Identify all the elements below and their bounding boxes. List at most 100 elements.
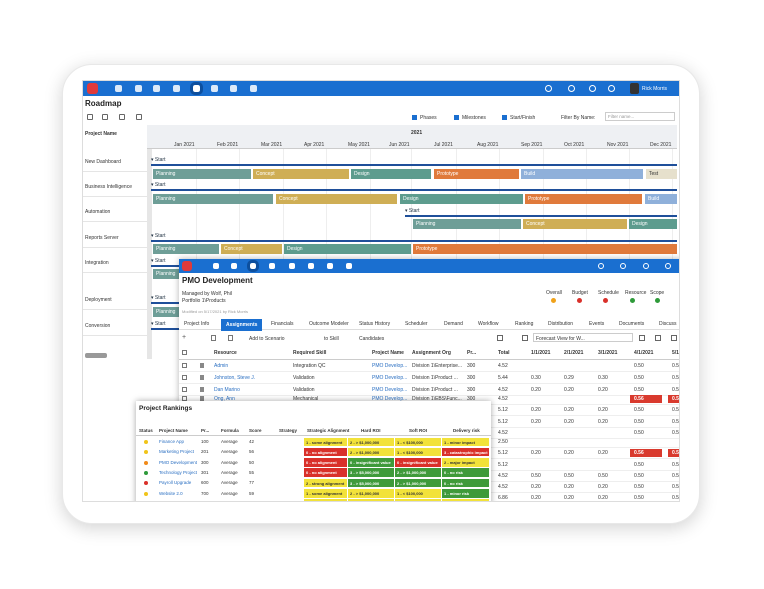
status-dot <box>577 298 582 303</box>
project-link[interactable]: PMO Development <box>159 459 198 465</box>
status-dot <box>144 460 148 465</box>
top-bar <box>83 81 679 96</box>
tab[interactable]: Documents <box>619 321 645 327</box>
tab[interactable]: Status History <box>359 321 391 327</box>
nav-icon[interactable] <box>231 263 237 269</box>
nav-icon[interactable] <box>665 263 671 269</box>
month-cell: 0.20 <box>564 387 574 393</box>
cell: Admin <box>214 363 229 369</box>
tab[interactable]: Ranking <box>515 321 534 327</box>
tool-icon[interactable] <box>102 114 108 120</box>
project-link[interactable]: Technology Project <box>159 469 198 475</box>
tool-icon[interactable] <box>522 335 528 341</box>
nav-icon[interactable] <box>269 263 275 269</box>
toolbar-item[interactable]: Candidates <box>359 336 385 342</box>
tool-icon[interactable] <box>136 114 142 120</box>
checkbox[interactable] <box>454 115 459 120</box>
rating-cell: 2 - major impact <box>442 458 489 467</box>
cell: 55 <box>249 469 255 475</box>
tool-icon[interactable] <box>639 335 645 341</box>
tab[interactable]: Outcome Modeler <box>309 321 349 327</box>
indicator-label: Budget <box>572 290 588 296</box>
row-line <box>491 470 679 471</box>
checkbox[interactable] <box>502 115 507 120</box>
nav-icon[interactable] <box>568 85 575 92</box>
tool-icon[interactable] <box>87 114 93 120</box>
checkbox[interactable] <box>182 387 187 392</box>
nav-icon[interactable] <box>190 82 203 95</box>
cell: 300 <box>467 375 476 381</box>
project-link[interactable]: Marketing Project <box>159 449 195 455</box>
nav-icon[interactable] <box>620 263 626 269</box>
nav-icon[interactable] <box>247 260 259 272</box>
tool-icon[interactable] <box>671 335 677 341</box>
checkbox[interactable] <box>182 350 187 355</box>
nav-icon[interactable] <box>153 85 160 92</box>
column-header: Project Name <box>159 428 188 433</box>
tab[interactable]: Distribution <box>548 321 574 327</box>
tool-icon[interactable] <box>497 335 503 341</box>
nav-icon[interactable] <box>346 263 352 269</box>
month-cell: 0.20 <box>564 495 574 501</box>
checkbox[interactable] <box>412 115 417 120</box>
toolbar-item[interactable]: Add to Scenario <box>249 336 285 342</box>
tab[interactable]: Workflow <box>478 321 499 327</box>
tab[interactable]: Discuss <box>659 321 677 327</box>
nav-icon[interactable] <box>308 263 314 269</box>
tab[interactable]: Demand <box>444 321 463 327</box>
cell: Average <box>221 449 238 455</box>
tab[interactable]: Project Info <box>184 321 210 327</box>
month-label: Jan 2021 <box>174 142 195 148</box>
filter-input[interactable]: Filter name... <box>605 112 675 121</box>
tool-icon[interactable] <box>655 335 661 341</box>
column-header: Required Skill <box>293 350 327 356</box>
nav-icon[interactable] <box>211 85 218 92</box>
nav-icon[interactable] <box>250 85 257 92</box>
cell: Integration QC <box>293 363 326 369</box>
nav-icon[interactable] <box>545 85 552 92</box>
nav-icon[interactable] <box>608 85 615 92</box>
cell: 300 <box>467 363 476 369</box>
tool-icon[interactable] <box>228 335 233 341</box>
tab[interactable]: Financials <box>271 321 294 327</box>
toolbar-item[interactable]: Forecast View for W... <box>536 336 585 342</box>
month-label: Dec 2021 <box>650 142 672 148</box>
pmo-bar <box>179 259 679 273</box>
checkbox[interactable] <box>182 396 187 401</box>
cell: Average <box>221 501 238 502</box>
start-marker: ▾ Start <box>151 182 166 188</box>
nav-icon[interactable] <box>115 85 122 92</box>
nav-icon[interactable] <box>289 263 295 269</box>
project-name: Business Intelligence <box>85 184 132 190</box>
phase-bar: Design <box>400 194 523 204</box>
checkbox[interactable] <box>182 375 187 380</box>
month-cell: 0.20 <box>564 484 574 490</box>
month-cell: 0.50 <box>531 473 541 479</box>
rating-cell: 1 - < $100,000 <box>395 499 441 501</box>
cell: 5.12 <box>498 462 508 468</box>
toolbar-item[interactable]: to Skill <box>324 336 339 342</box>
tab[interactable]: Assignments <box>221 319 263 331</box>
tab[interactable]: Events <box>589 321 605 327</box>
month-grid <box>370 149 371 359</box>
rating-cell: 0 - no alignment <box>304 447 347 457</box>
nav-icon[interactable] <box>213 263 219 269</box>
project-link[interactable]: Finance App <box>159 439 185 444</box>
nav-icon[interactable] <box>173 85 180 92</box>
tool-icon[interactable] <box>211 335 216 341</box>
cell: Division 1\Enterprise... <box>412 363 463 369</box>
column-header: Pr... <box>201 428 210 433</box>
month-cell: 0.29 <box>564 375 574 381</box>
nav-icon[interactable] <box>135 85 142 92</box>
nav-icon[interactable] <box>643 263 649 269</box>
project-link[interactable]: Website 2.0 <box>159 490 183 496</box>
nav-icon[interactable] <box>327 263 333 269</box>
nav-icon[interactable] <box>589 85 596 92</box>
project-link[interactable]: Payroll Upgrade <box>159 480 192 486</box>
checkbox[interactable] <box>182 363 187 368</box>
project-link[interactable]: PDWare Impleme... <box>159 501 198 502</box>
nav-icon[interactable] <box>230 85 237 92</box>
tab[interactable]: Scheduler <box>405 321 428 327</box>
nav-icon[interactable] <box>598 263 604 269</box>
tool-icon[interactable] <box>119 114 125 120</box>
